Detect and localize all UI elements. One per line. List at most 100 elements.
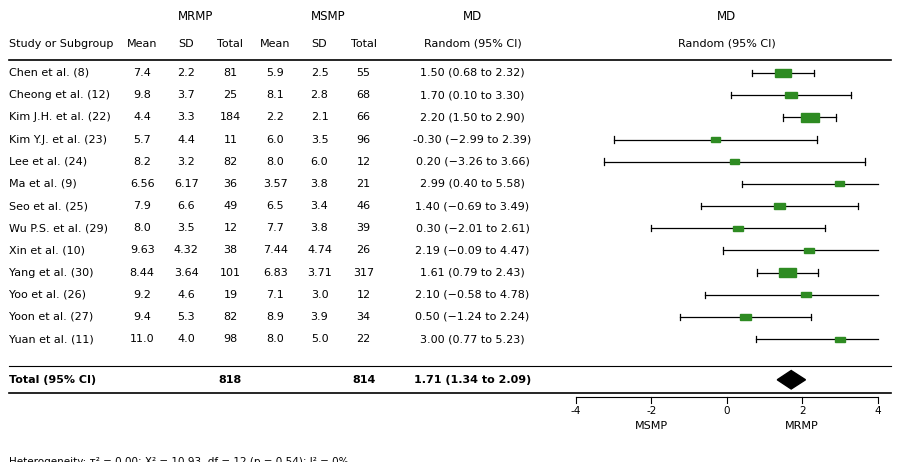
Text: MRMP: MRMP (177, 10, 213, 23)
FancyBboxPatch shape (805, 248, 814, 253)
Text: 36: 36 (223, 179, 238, 189)
Text: 3.64: 3.64 (174, 267, 199, 278)
Text: 82: 82 (223, 157, 238, 167)
Text: 3.5: 3.5 (177, 223, 195, 233)
FancyBboxPatch shape (775, 69, 791, 77)
Text: MSMP: MSMP (634, 421, 668, 432)
Text: 55: 55 (356, 68, 371, 78)
Text: 2.99 (0.40 to 5.58): 2.99 (0.40 to 5.58) (420, 179, 525, 189)
Text: 5.3: 5.3 (177, 312, 195, 322)
Text: -2: -2 (646, 406, 657, 416)
Text: 3.9: 3.9 (310, 312, 328, 322)
Polygon shape (778, 371, 806, 389)
FancyBboxPatch shape (730, 159, 739, 164)
Text: Chen et al. (8): Chen et al. (8) (9, 68, 89, 78)
Text: 3.00 (0.77 to 5.23): 3.00 (0.77 to 5.23) (420, 334, 525, 344)
Text: 1.71 (1.34 to 2.09): 1.71 (1.34 to 2.09) (414, 375, 531, 385)
Text: 46: 46 (356, 201, 371, 211)
Text: 98: 98 (223, 334, 238, 344)
Text: 2.1: 2.1 (310, 112, 328, 122)
Text: 3.0: 3.0 (310, 290, 328, 300)
Text: 12: 12 (223, 223, 238, 233)
Text: SD: SD (178, 38, 194, 49)
Text: 8.0: 8.0 (133, 223, 151, 233)
FancyBboxPatch shape (740, 314, 752, 320)
Text: 3.71: 3.71 (307, 267, 332, 278)
Text: 11: 11 (223, 134, 238, 145)
Text: Ma et al. (9): Ma et al. (9) (9, 179, 77, 189)
Text: Xin et al. (10): Xin et al. (10) (9, 245, 85, 255)
Text: 82: 82 (223, 312, 238, 322)
Text: 9.2: 9.2 (133, 290, 151, 300)
Text: 101: 101 (220, 267, 241, 278)
Text: 7.7: 7.7 (266, 223, 284, 233)
Text: -0.30 (−2.99 to 2.39): -0.30 (−2.99 to 2.39) (413, 134, 532, 145)
Text: Total: Total (351, 38, 376, 49)
Text: 2.8: 2.8 (310, 90, 328, 100)
Text: 8.9: 8.9 (266, 312, 284, 322)
Text: 12: 12 (356, 157, 371, 167)
Text: 8.2: 8.2 (133, 157, 151, 167)
Text: 6.0: 6.0 (266, 134, 284, 145)
Text: 8.44: 8.44 (130, 267, 155, 278)
Text: Heterogeneity: τ² = 0.00; X² = 10.93, df = 12 (p = 0.54); I² = 0%: Heterogeneity: τ² = 0.00; X² = 10.93, df… (9, 457, 348, 462)
Text: Mean: Mean (127, 38, 158, 49)
Text: Yuan et al. (11): Yuan et al. (11) (9, 334, 94, 344)
Text: Kim Y.J. et al. (23): Kim Y.J. et al. (23) (9, 134, 107, 145)
Text: 81: 81 (223, 68, 238, 78)
Text: 34: 34 (356, 312, 371, 322)
Text: 1.50 (0.68 to 2.32): 1.50 (0.68 to 2.32) (420, 68, 525, 78)
Text: Mean: Mean (260, 38, 291, 49)
Text: 9.8: 9.8 (133, 90, 151, 100)
Text: MD: MD (463, 10, 482, 23)
FancyBboxPatch shape (785, 92, 796, 98)
Text: 2.2: 2.2 (266, 112, 284, 122)
Text: 22: 22 (356, 334, 371, 344)
Text: 1.61 (0.79 to 2.43): 1.61 (0.79 to 2.43) (420, 267, 525, 278)
Text: 2.5: 2.5 (310, 68, 328, 78)
Text: 3.8: 3.8 (310, 179, 328, 189)
Text: Random (95% CI): Random (95% CI) (424, 38, 521, 49)
Text: 25: 25 (223, 90, 238, 100)
Text: 7.4: 7.4 (133, 68, 151, 78)
Text: 2.20 (1.50 to 2.90): 2.20 (1.50 to 2.90) (420, 112, 525, 122)
Text: 6.6: 6.6 (177, 201, 195, 211)
Text: 39: 39 (356, 223, 371, 233)
Text: 11.0: 11.0 (130, 334, 155, 344)
Text: 4.6: 4.6 (177, 290, 195, 300)
Text: 6.56: 6.56 (130, 179, 155, 189)
Text: Yoo et al. (26): Yoo et al. (26) (9, 290, 86, 300)
Text: 8.0: 8.0 (266, 334, 284, 344)
Text: 2: 2 (799, 406, 806, 416)
Text: MRMP: MRMP (785, 421, 819, 432)
Text: 184: 184 (220, 112, 241, 122)
Text: Lee et al. (24): Lee et al. (24) (9, 157, 87, 167)
Text: 2.10 (−0.58 to 4.78): 2.10 (−0.58 to 4.78) (416, 290, 529, 300)
Text: 4.4: 4.4 (133, 112, 151, 122)
Text: 2.2: 2.2 (177, 68, 195, 78)
Text: 68: 68 (356, 90, 371, 100)
Text: 1.40 (−0.69 to 3.49): 1.40 (−0.69 to 3.49) (416, 201, 529, 211)
Text: 4.74: 4.74 (307, 245, 332, 255)
Text: Yoon et al. (27): Yoon et al. (27) (9, 312, 94, 322)
Text: 3.5: 3.5 (310, 134, 328, 145)
Text: 6.0: 6.0 (310, 157, 328, 167)
Text: 38: 38 (223, 245, 238, 255)
Text: Total (95% CI): Total (95% CI) (9, 375, 96, 385)
FancyBboxPatch shape (834, 182, 844, 186)
Text: 3.8: 3.8 (310, 223, 328, 233)
Text: 9.63: 9.63 (130, 245, 155, 255)
Text: 4.0: 4.0 (177, 334, 195, 344)
FancyBboxPatch shape (734, 226, 743, 231)
Text: Seo et al. (25): Seo et al. (25) (9, 201, 88, 211)
Text: 1.70 (0.10 to 3.30): 1.70 (0.10 to 3.30) (420, 90, 525, 100)
Text: 26: 26 (356, 245, 371, 255)
Text: 7.9: 7.9 (133, 201, 151, 211)
Text: 4.32: 4.32 (174, 245, 199, 255)
Text: 6.5: 6.5 (266, 201, 284, 211)
Text: 2.19 (−0.09 to 4.47): 2.19 (−0.09 to 4.47) (415, 245, 530, 255)
Text: 66: 66 (356, 112, 371, 122)
Text: 9.4: 9.4 (133, 312, 151, 322)
Text: 8.1: 8.1 (266, 90, 284, 100)
Text: 5.7: 5.7 (133, 134, 151, 145)
